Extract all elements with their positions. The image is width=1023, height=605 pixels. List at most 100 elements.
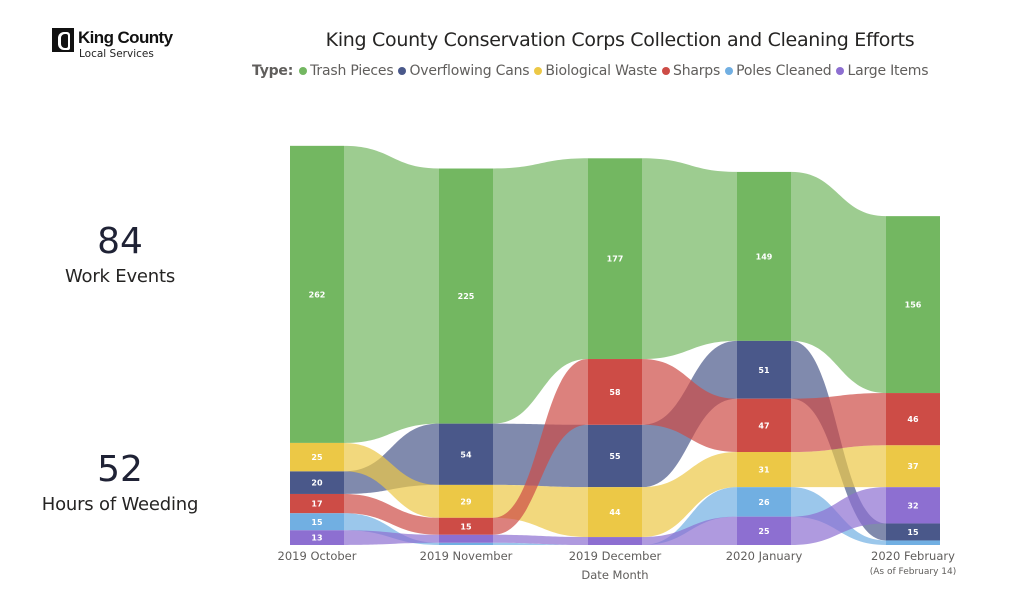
data-label: 32 xyxy=(907,501,918,510)
data-label: 26 xyxy=(758,498,770,507)
bar-segment-sharps-2020-january[interactable] xyxy=(737,398,791,453)
bar-segment-biological-waste-2020-january[interactable] xyxy=(737,452,791,488)
legend-item-poles-cleaned[interactable]: Poles Cleaned xyxy=(725,63,832,79)
ribbon-biological-waste-2[interactable] xyxy=(642,452,737,538)
bar-segment-poles-cleaned-2019-october[interactable] xyxy=(290,513,344,531)
ribbon-large-items-1[interactable] xyxy=(493,534,588,545)
king-county-logo-icon xyxy=(52,28,74,52)
ribbon-biological-waste-1[interactable] xyxy=(493,484,588,538)
data-label: 15 xyxy=(907,528,919,537)
data-label: 17 xyxy=(311,500,322,509)
ribbon-trash-pieces-1[interactable] xyxy=(493,158,588,424)
ribbon-sharps-2[interactable] xyxy=(642,359,737,453)
kpi-hours-of-weeding-label: Hours of Weeding xyxy=(41,494,199,515)
x-tick-label: 2019 October xyxy=(278,549,357,563)
bar-segment-poles-cleaned-2020-january[interactable] xyxy=(737,487,791,517)
bar-segment-large-items-2020-january[interactable] xyxy=(737,516,791,545)
data-label: 51 xyxy=(758,366,770,375)
legend-item-biological-waste[interactable]: Biological Waste xyxy=(534,63,657,79)
bar-segment-biological-waste-2020-february[interactable] xyxy=(886,445,940,488)
ribbon-trash-pieces-0[interactable] xyxy=(344,145,439,443)
ribbon-poles-cleaned-0[interactable] xyxy=(344,513,439,545)
bar-segment-biological-waste-2019-november[interactable] xyxy=(439,484,493,518)
bar-segment-overflowing-cans-2019-november[interactable] xyxy=(439,423,493,485)
bar-segment-large-items-2019-december[interactable] xyxy=(588,537,642,545)
data-label: 20 xyxy=(311,479,323,488)
data-label: 15 xyxy=(460,522,472,531)
labels-layer: 262 20 25 17 15 13 225 54 29 15 177 55 44 58 149 51 31 47… xyxy=(309,252,922,542)
legend-dot-icon xyxy=(725,67,734,75)
legend-item-large-items[interactable]: Large Items xyxy=(836,63,928,79)
ribbon-trash-pieces-3[interactable] xyxy=(791,171,886,394)
ribbon-sharps-3[interactable] xyxy=(791,393,886,453)
ribbon-large-items-3[interactable] xyxy=(791,487,886,545)
legend-dot-icon xyxy=(534,67,543,75)
bar-segment-trash-pieces-2019-november[interactable] xyxy=(439,168,493,424)
bar-segment-sharps-2019-december[interactable] xyxy=(588,359,642,425)
ribbon-biological-waste-0[interactable] xyxy=(344,442,439,518)
x-tick-sublabel: (As of February 14) xyxy=(870,567,956,577)
bar-segment-large-items-2019-october[interactable] xyxy=(290,530,344,545)
data-label: 225 xyxy=(458,292,475,301)
ribbon-poles-cleaned-1[interactable] xyxy=(493,542,588,545)
bar-segment-trash-pieces-2019-october[interactable] xyxy=(290,145,344,443)
bar-segment-trash-pieces-2020-february[interactable] xyxy=(886,216,940,394)
x-tick-label: 2019 December xyxy=(569,549,662,563)
kpi-work-events-label: Work Events xyxy=(64,266,176,287)
legend-title: Type: xyxy=(252,63,294,79)
data-label: 15 xyxy=(311,518,323,527)
bar-segment-overflowing-cans-2019-december[interactable] xyxy=(588,424,642,488)
data-label: 177 xyxy=(607,255,624,264)
bar-segment-sharps-2019-october[interactable] xyxy=(290,493,344,514)
legend-item-sharps[interactable]: Sharps xyxy=(662,63,720,79)
legend-dot-icon xyxy=(662,67,671,75)
legend-item-trash-pieces[interactable]: Trash Pieces xyxy=(299,63,394,79)
bar-segment-overflowing-cans-2019-october[interactable] xyxy=(290,471,344,494)
x-tick-label: 2020 February xyxy=(871,549,955,563)
bar-segment-trash-pieces-2019-december[interactable] xyxy=(588,158,642,360)
legend-dot-icon xyxy=(299,67,308,75)
data-label: 44 xyxy=(609,508,621,517)
nodes-layer xyxy=(290,145,940,545)
x-tick-label: 2019 November xyxy=(420,549,513,563)
data-label: 46 xyxy=(907,415,919,424)
ribbon-large-items-0[interactable] xyxy=(344,530,439,545)
bar-segment-biological-waste-2019-october[interactable] xyxy=(290,442,344,472)
x-tick-label: 2020 January xyxy=(726,549,803,563)
kpi-hours-of-weeding-value: 52 xyxy=(97,449,143,490)
bar-segment-overflowing-cans-2020-january[interactable] xyxy=(737,340,791,399)
data-label: 54 xyxy=(460,450,472,459)
logo-subtitle: Local Services xyxy=(79,48,154,60)
bar-segment-poles-cleaned-2020-february[interactable] xyxy=(886,540,940,545)
bar-segment-poles-cleaned-2019-november[interactable] xyxy=(439,542,493,545)
ribbon-sharps-0[interactable] xyxy=(344,493,439,535)
bar-segment-large-items-2020-february[interactable] xyxy=(886,487,940,524)
data-label: 55 xyxy=(609,452,621,461)
ribbon-sharps-1[interactable] xyxy=(493,359,588,535)
data-label: 149 xyxy=(756,252,773,261)
ribbon-biological-waste-3[interactable] xyxy=(791,445,886,488)
kpi-work-events: 84 Work Events xyxy=(20,222,220,288)
ribbon-overflowing-cans-0[interactable] xyxy=(344,423,439,494)
chart-title: King County Conservation Corps Collectio… xyxy=(325,29,915,51)
legend-item-overflowing-cans[interactable]: Overflowing Cans xyxy=(398,63,530,79)
ribbons-layer xyxy=(344,145,886,545)
ribbon-large-items-2[interactable] xyxy=(642,516,737,545)
ribbon-poles-cleaned-2[interactable] xyxy=(642,487,737,545)
ribbon-trash-pieces-2[interactable] xyxy=(642,158,737,360)
kpi-hours-of-weeding: 52 Hours of Weeding xyxy=(20,449,220,516)
data-label: 58 xyxy=(609,388,621,397)
data-label: 29 xyxy=(460,497,472,506)
data-label: 47 xyxy=(758,421,769,430)
bar-segment-trash-pieces-2020-january[interactable] xyxy=(737,171,791,341)
bar-segment-sharps-2020-february[interactable] xyxy=(886,393,940,446)
bar-segment-large-items-2019-november[interactable] xyxy=(439,534,493,543)
data-label: 262 xyxy=(309,290,326,299)
bar-segment-sharps-2019-november[interactable] xyxy=(439,517,493,535)
legend-dot-icon xyxy=(398,67,407,75)
bar-segment-biological-waste-2019-december[interactable] xyxy=(588,487,642,538)
bar-segment-overflowing-cans-2020-february[interactable] xyxy=(886,523,940,541)
legend-dot-icon xyxy=(836,67,845,75)
data-label: 25 xyxy=(311,453,323,462)
